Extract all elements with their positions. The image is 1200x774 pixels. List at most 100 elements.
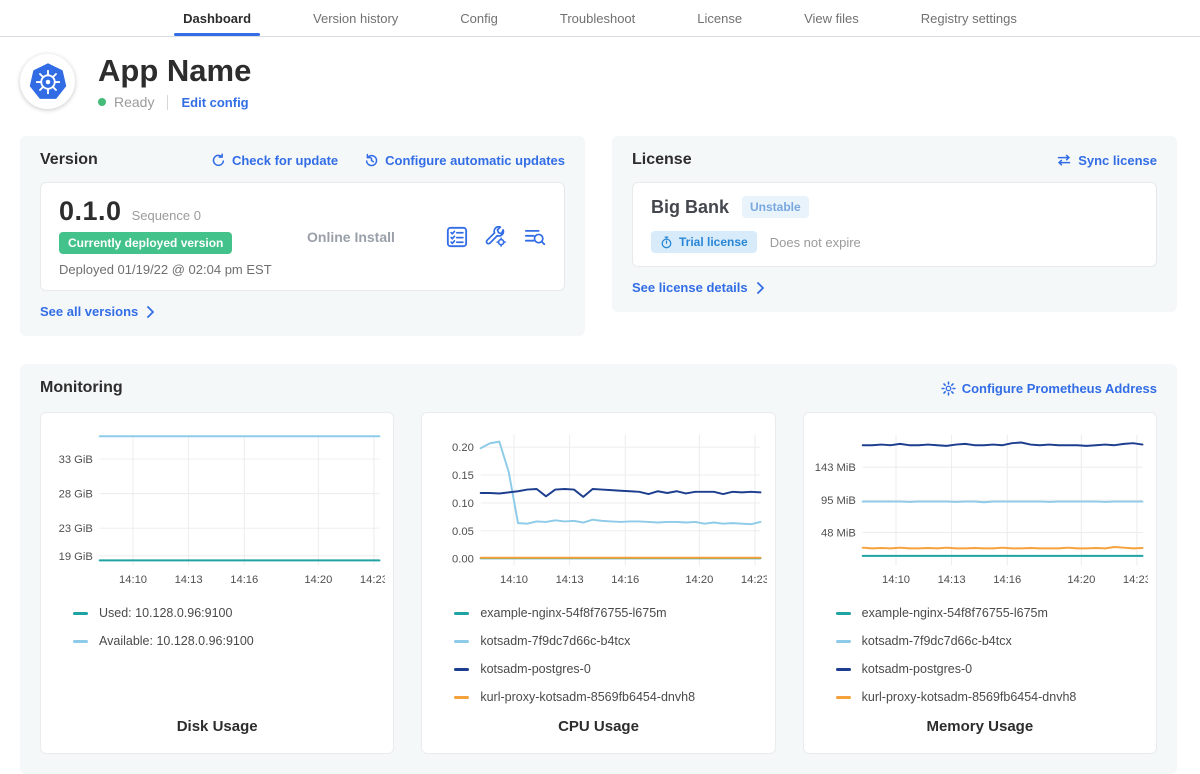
legend-label: kotsadm-postgres-0 — [480, 662, 591, 676]
legend-color-dash — [73, 611, 88, 615]
svg-text:14:10: 14:10 — [119, 574, 147, 586]
tab-registry-settings[interactable]: Registry settings — [920, 10, 1017, 26]
legend-item: example-nginx-54f8f76755-l675m — [454, 606, 766, 620]
svg-text:19 GiB: 19 GiB — [59, 551, 93, 563]
legend-label: kotsadm-postgres-0 — [861, 662, 973, 676]
app-meta: App Name Ready Edit config — [98, 53, 251, 110]
svg-text:48 MiB: 48 MiB — [821, 527, 856, 539]
channel-badge: Unstable — [742, 196, 809, 218]
svg-text:14:20: 14:20 — [304, 574, 332, 586]
version-card-actions: Check for update Configure automatic upd… — [211, 153, 565, 168]
legend-color-dash — [835, 611, 851, 615]
chevron-right-icon — [147, 305, 155, 318]
version-info: 0.1.0 Sequence 0 Currently deployed vers… — [59, 196, 307, 277]
svg-text:33 GiB: 33 GiB — [59, 454, 93, 466]
chart-legend: example-nginx-54f8f76755-l675m kotsadm-7f… — [454, 606, 766, 704]
status-dot — [98, 98, 106, 106]
sync-license-link[interactable]: Sync license — [1056, 153, 1157, 168]
svg-text:14:23: 14:23 — [360, 574, 385, 586]
preflight-checks-icon[interactable] — [446, 226, 468, 248]
svg-text:0.10: 0.10 — [452, 498, 474, 510]
configure-prometheus-link[interactable]: Configure Prometheus Address — [941, 381, 1157, 396]
check-for-update-link[interactable]: Check for update — [211, 153, 338, 168]
config-wrench-icon[interactable] — [485, 225, 507, 248]
svg-text:14:10: 14:10 — [882, 574, 910, 586]
tab-dashboard[interactable]: Dashboard — [174, 0, 260, 36]
legend-color-dash — [454, 695, 470, 699]
legend-label: kotsadm-7f9dc7d66c-b4tcx — [861, 634, 1012, 648]
sync-icon — [1057, 154, 1071, 166]
legend-item: kotsadm-postgres-0 — [454, 662, 766, 676]
edit-config-link[interactable]: Edit config — [181, 94, 249, 110]
chart-title: Memory Usage — [926, 718, 1034, 735]
clock-refresh-icon — [366, 153, 378, 166]
legend-color-dash — [835, 695, 851, 699]
svg-text:23 GiB: 23 GiB — [59, 523, 93, 535]
version-card-header: Version Check for update — [40, 151, 565, 169]
app-status-row: Ready Edit config — [98, 94, 251, 110]
monitoring-title: Monitoring — [40, 379, 123, 396]
refresh-icon — [212, 152, 225, 166]
app-header: App Name Ready Edit config — [20, 53, 1177, 110]
legend-label: Available: 10.128.0.96:9100 — [99, 634, 254, 648]
version-number: 0.1.0 — [59, 196, 122, 226]
gear-icon — [941, 380, 956, 396]
chart-legend: example-nginx-54f8f76755-l675m kotsadm-7f… — [835, 606, 1148, 704]
legend-item: Available: 10.128.0.96:9100 — [73, 634, 385, 648]
legend-label: kurl-proxy-kotsadm-8569fb6454-dnvh8 — [861, 690, 1077, 704]
tab-config[interactable]: Config — [460, 10, 498, 26]
chart-plot-cpu-usage: 0.00 0.05 0.10 0.15 0.20 14:10 14:13 14:16 14:20… — [452, 434, 767, 586]
legend-item: kurl-proxy-kotsadm-8569fb6454-dnvh8 — [835, 690, 1148, 704]
svg-text:14:10: 14:10 — [500, 574, 528, 586]
svg-text:14:16: 14:16 — [993, 574, 1021, 586]
chart-title: Disk Usage — [176, 718, 258, 735]
see-license-details-link[interactable]: See license details — [632, 280, 765, 295]
tab-troubleshoot[interactable]: Troubleshoot — [559, 10, 636, 26]
legend-item: kotsadm-7f9dc7d66c-b4tcx — [454, 634, 766, 648]
current-version-panel: 0.1.0 Sequence 0 Currently deployed vers… — [40, 182, 565, 291]
version-action-icons — [446, 225, 546, 248]
svg-text:0.20: 0.20 — [452, 442, 474, 454]
svg-text:14:16: 14:16 — [612, 574, 640, 586]
svg-text:0.00: 0.00 — [452, 554, 474, 566]
svg-text:0.05: 0.05 — [452, 526, 474, 538]
legend-item: example-nginx-54f8f76755-l675m — [835, 606, 1148, 620]
chevron-right-icon — [756, 281, 764, 294]
svg-text:14:23: 14:23 — [741, 574, 766, 586]
chart-panel-cpu-usage: 0.00 0.05 0.10 0.15 0.20 14:10 14:13 14:16 14:20… — [421, 412, 776, 754]
legend-color-dash — [835, 639, 851, 643]
monitoring-section: Monitoring Configure Prometheus Address — [20, 364, 1177, 774]
license-card-header: License Sync license — [632, 151, 1157, 169]
legend-color-dash — [454, 611, 470, 615]
tab-version-history[interactable]: Version history — [313, 10, 399, 26]
svg-text:28 GiB: 28 GiB — [59, 489, 93, 501]
license-customer-name: Big Bank — [651, 196, 730, 217]
see-all-versions-link[interactable]: See all versions — [40, 304, 155, 319]
deployed-timestamp: Deployed 01/19/22 @ 02:04 pm EST — [59, 262, 272, 277]
configure-automatic-updates-link[interactable]: Configure automatic updates — [364, 153, 565, 168]
chart-plot-disk-usage: 19 GiB 23 GiB 28 GiB 33 GiB 14:10 14:13 14:16 1… — [59, 434, 385, 586]
legend-item: kurl-proxy-kotsadm-8569fb6454-dnvh8 — [454, 690, 766, 704]
license-card-title: License — [632, 151, 692, 168]
page-title: App Name — [98, 53, 252, 88]
stopwatch-icon — [661, 235, 672, 248]
deploy-logs-icon[interactable] — [524, 226, 546, 248]
svg-text:14:13: 14:13 — [556, 574, 584, 586]
monitoring-header: Monitoring Configure Prometheus Address — [40, 379, 1157, 397]
tab-view-files[interactable]: View files — [804, 10, 859, 26]
kubernetes-logo-icon — [20, 54, 75, 109]
legend-label: example-nginx-54f8f76755-l675m — [861, 606, 1048, 620]
chart-plot-memory-usage: 48 MiB 95 MiB 143 MiB 14:10 14:13 14:16 14:20 1… — [814, 434, 1148, 586]
deployed-version-badge: Currently deployed version — [59, 232, 233, 254]
svg-text:14:16: 14:16 — [230, 574, 258, 586]
chart-panel-disk-usage: 19 GiB 23 GiB 28 GiB 33 GiB 14:10 14:13 14:16 1… — [40, 412, 395, 754]
legend-label: kotsadm-7f9dc7d66c-b4tcx — [480, 634, 631, 648]
legend-color-dash — [73, 639, 88, 643]
chart-title: CPU Usage — [558, 718, 639, 735]
svg-text:0.15: 0.15 — [452, 470, 474, 482]
svg-text:143 MiB: 143 MiB — [814, 462, 855, 474]
tab-license[interactable]: License — [697, 10, 743, 26]
cards-row: Version Check for update — [20, 136, 1177, 336]
divider — [167, 94, 169, 110]
